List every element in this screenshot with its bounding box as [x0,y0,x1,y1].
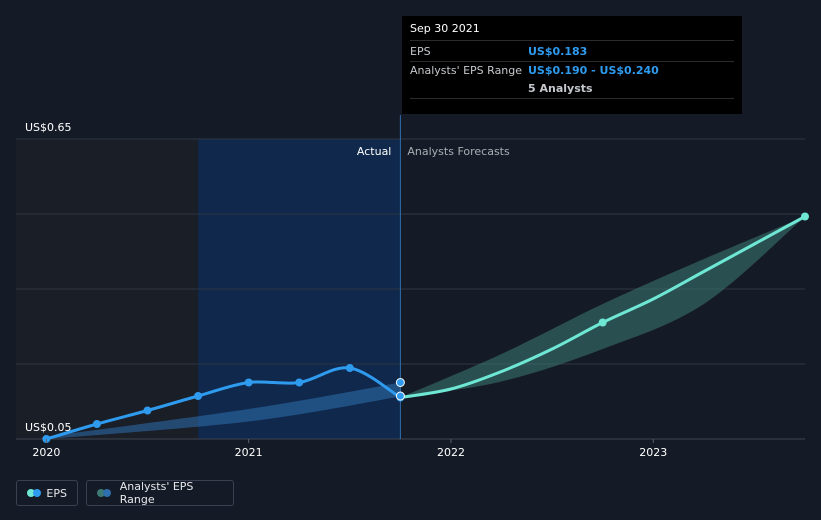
x-tick-label: 2021 [235,446,263,459]
forecast-section-label: Analysts Forecasts [407,145,510,158]
eps-data-point [143,406,152,415]
tooltip-range-row: Analysts' EPS Range US$0.190 - US$0.240 [410,62,734,80]
hover-tooltip: Sep 30 2021 EPS US$0.183 Analysts' EPS R… [402,16,742,114]
x-tick-label: 2022 [437,446,465,459]
y-axis-top-label: US$0.65 [25,121,72,134]
tooltip-date: Sep 30 2021 [410,22,734,41]
x-tick-label: 2020 [32,446,60,459]
eps-data-point [345,364,354,372]
legend-range-button[interactable]: Analysts' EPS Range [86,480,234,506]
tooltip-range-label: Analysts' EPS Range [410,64,523,77]
legend-eps-label: EPS [46,486,67,500]
eps-data-point [295,378,304,387]
y-axis-bottom-label: US$0.05 [25,421,72,434]
eps-marker-point [395,391,405,401]
eps-data-point [194,392,203,400]
x-tick-label: 2023 [639,446,667,459]
eps-marker-point [801,212,809,221]
tooltip-eps-value: US$0.183 [528,45,588,58]
tooltip-analysts-row: 5 Analysts [410,80,734,99]
tooltip-eps-row: EPS US$0.183 [410,43,734,62]
eps-data-point [92,420,101,428]
eps-range-band [46,382,401,439]
actual-section-label: Actual [357,145,391,158]
range-legend-icon [97,489,112,497]
eps-range-band [400,216,805,398]
tooltip-analysts-count: 5 Analysts [528,82,593,95]
eps-marker-point [598,318,607,327]
eps-legend-icon [27,489,41,497]
legend-range-label: Analysts' EPS Range [119,480,194,506]
eps-series-line [44,366,402,441]
eps-data-point [244,378,253,387]
eps-marker-point [395,378,405,387]
legend-eps-button[interactable]: EPS [16,480,78,506]
tooltip-eps-label: EPS [410,45,431,58]
tooltip-range-value: US$0.190 - US$0.240 [528,64,659,77]
